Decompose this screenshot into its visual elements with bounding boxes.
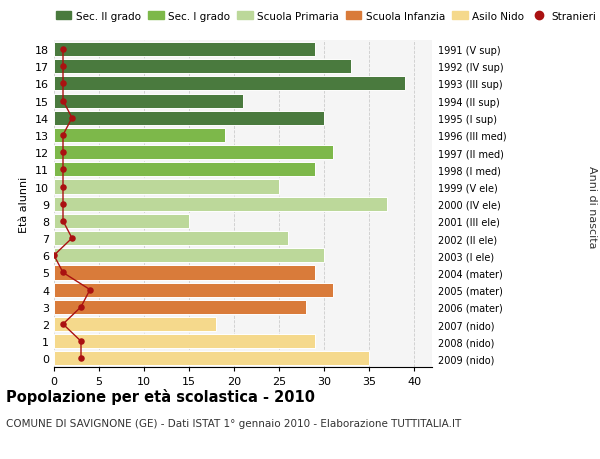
Bar xyxy=(54,146,333,160)
Point xyxy=(58,184,68,191)
Bar xyxy=(54,112,324,125)
Bar xyxy=(54,352,369,366)
Text: Anni di nascita: Anni di nascita xyxy=(587,165,597,248)
Point xyxy=(58,201,68,208)
Point xyxy=(49,252,59,259)
Point xyxy=(58,166,68,174)
Point xyxy=(76,303,86,311)
Point xyxy=(67,235,77,242)
Point xyxy=(67,115,77,122)
Text: Popolazione per età scolastica - 2010: Popolazione per età scolastica - 2010 xyxy=(6,388,315,404)
Point xyxy=(58,80,68,88)
Text: COMUNE DI SAVIGNONE (GE) - Dati ISTAT 1° gennaio 2010 - Elaborazione TUTTITALIA.: COMUNE DI SAVIGNONE (GE) - Dati ISTAT 1°… xyxy=(6,418,461,428)
Bar xyxy=(54,129,225,143)
Bar xyxy=(54,197,387,211)
Point xyxy=(58,132,68,140)
Bar xyxy=(54,43,315,57)
Legend: Sec. II grado, Sec. I grado, Scuola Primaria, Scuola Infanzia, Asilo Nido, Stran: Sec. II grado, Sec. I grado, Scuola Prim… xyxy=(52,7,600,26)
Bar xyxy=(54,283,333,297)
Point xyxy=(58,218,68,225)
Point xyxy=(76,355,86,362)
Bar xyxy=(54,163,315,177)
Bar xyxy=(54,335,315,348)
Point xyxy=(58,46,68,54)
Bar xyxy=(54,300,306,314)
Point xyxy=(85,286,95,294)
Point xyxy=(58,63,68,71)
Bar xyxy=(54,317,216,331)
Bar xyxy=(54,77,405,91)
Point xyxy=(58,321,68,328)
Point xyxy=(76,338,86,345)
Bar xyxy=(54,180,279,194)
Point xyxy=(58,269,68,276)
Bar xyxy=(54,249,324,263)
Bar xyxy=(54,214,189,229)
Y-axis label: Età alunni: Età alunni xyxy=(19,176,29,232)
Bar xyxy=(54,94,243,108)
Point xyxy=(58,98,68,105)
Bar xyxy=(54,231,288,246)
Bar xyxy=(54,266,315,280)
Bar xyxy=(54,60,351,74)
Point xyxy=(58,149,68,157)
